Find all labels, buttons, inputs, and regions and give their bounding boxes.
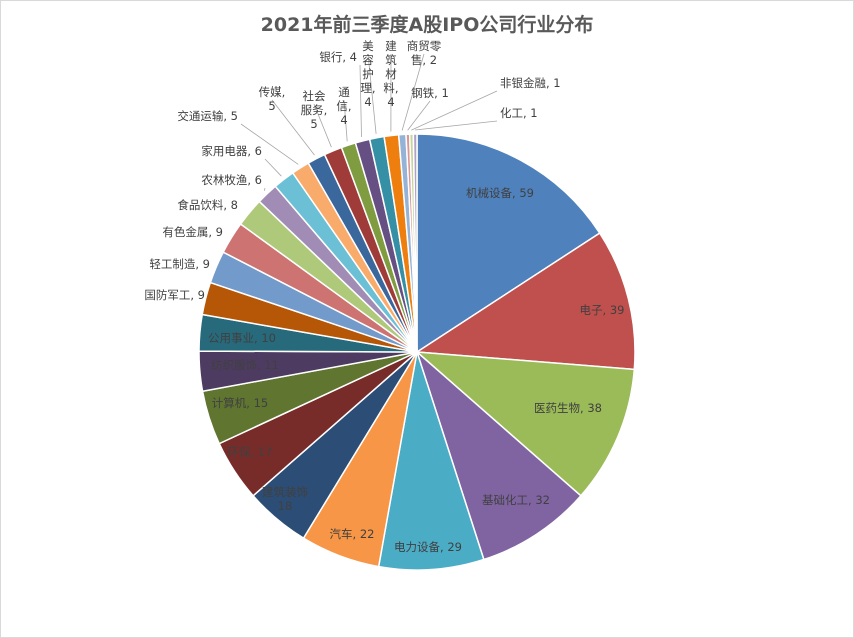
leader-line <box>407 100 431 131</box>
leader-line <box>343 99 348 142</box>
pie-slice <box>377 351 485 571</box>
pie-slice <box>412 133 418 353</box>
slice-label: 有色金属, 9 <box>162 225 223 239</box>
slice-label: 银行, 4 <box>319 50 357 64</box>
leader-line <box>240 123 299 165</box>
slice-label: 汽车, 22 <box>330 527 375 541</box>
slice-label: 非银金融, 1 <box>500 76 561 90</box>
slice-label: 公用事业, 10 <box>208 331 276 345</box>
pie-slice <box>416 133 601 354</box>
slice-label: 化工, 1 <box>500 106 538 120</box>
leader-line <box>359 64 362 138</box>
leader-line <box>367 53 377 134</box>
slice-label: 通信, 4 <box>336 85 351 127</box>
pie-slice <box>415 349 582 561</box>
slice-label: 美容护理, 4 <box>360 39 375 109</box>
slice-label: 食品饮料, 8 <box>177 198 238 212</box>
leader-line <box>264 187 266 191</box>
slice-label: 建筑装饰 18 <box>262 485 308 513</box>
slice-label: 农林牧渔, 6 <box>201 173 262 187</box>
chart-title: 2021年前三季度A股IPO公司行业分布 <box>260 14 594 36</box>
slice-label: 传媒, 5 <box>259 85 286 113</box>
slice-label: 基础化工, 32 <box>482 493 550 507</box>
leader-line <box>411 90 498 131</box>
slice-label: 环保, 17 <box>228 445 273 459</box>
slice-label: 轻工制造, 9 <box>149 257 210 271</box>
leader-line <box>415 120 498 131</box>
leader-line <box>313 103 332 148</box>
slice-label: 钢铁, 1 <box>411 86 449 100</box>
pie-slice <box>414 232 636 371</box>
slice-label: 纺织服饰, 11 <box>211 358 279 372</box>
slice-label: 家用电器, 6 <box>201 144 262 158</box>
pie-slice <box>414 351 636 497</box>
slice-label: 医药生物, 38 <box>534 401 602 415</box>
slice-label: 国防军工, 9 <box>144 288 205 302</box>
leader-line <box>264 158 282 177</box>
slice-label: 电力设备, 29 <box>394 540 462 554</box>
slice-label: 机械设备, 59 <box>466 186 534 200</box>
slice-label: 建筑材料, 4 <box>383 39 398 109</box>
slice-label: 社会服务, 5 <box>301 89 328 131</box>
leader-line <box>271 99 315 156</box>
slice-label: 交通运输, 5 <box>177 109 238 123</box>
slice-label: 商贸零售, 2 <box>407 39 442 67</box>
slice-label: 电子, 39 <box>580 303 625 317</box>
slice-label: 计算机, 15 <box>212 396 268 410</box>
leader-line <box>401 53 425 131</box>
